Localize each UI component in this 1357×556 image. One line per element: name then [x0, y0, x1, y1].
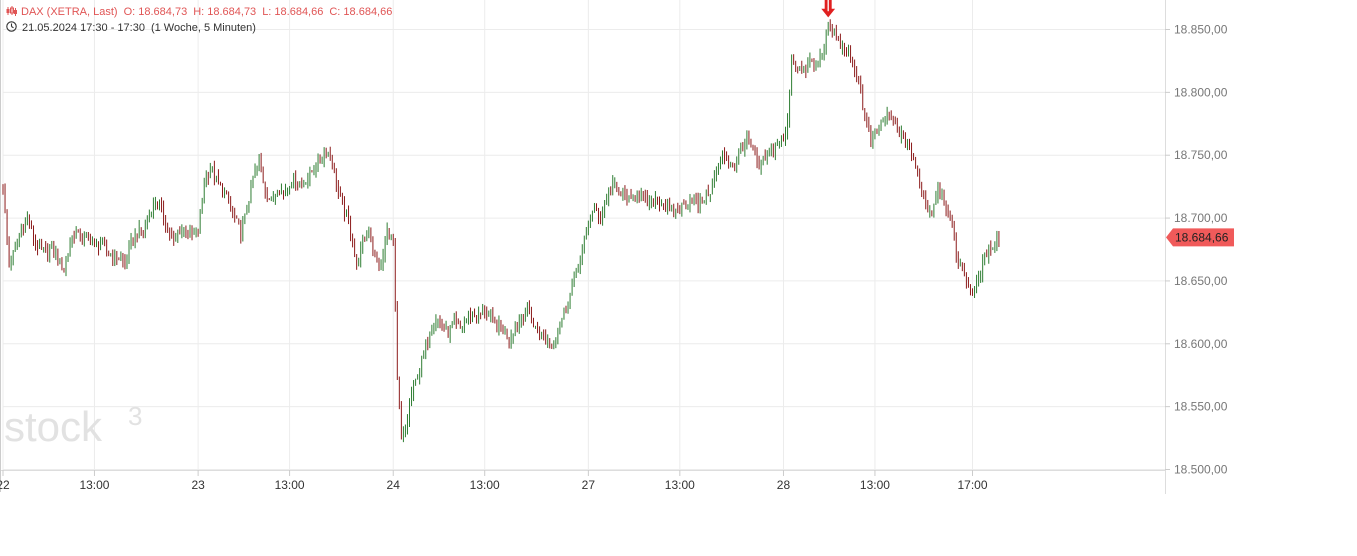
x-tick-label: 13:00 [275, 478, 305, 492]
watermark-text: stock [4, 403, 103, 450]
x-tick-label: 13:00 [860, 478, 890, 492]
y-tick-label: 18.700,00 [1174, 211, 1228, 225]
ohlc-info-line: DAX (XETRA, Last) O: 18.684,73 H: 18.684,7… [6, 5, 398, 19]
y-axis-ticks: 18.850,00 18.800,00 18.750,00 18.700,00 18.6… [1165, 23, 1228, 477]
symbol-label: DAX (XETRA, Last) [21, 6, 118, 18]
range-label: (1 Woche, 5 Minuten) [150, 22, 256, 34]
y-tick-label: 18.750,00 [1174, 148, 1228, 162]
y-tick-label: 18.550,00 [1174, 400, 1228, 414]
high-marker-icon[interactable] [819, 0, 838, 20]
x-tick-label: 13:00 [665, 478, 695, 492]
timestamp-label: 21.05.2024 17:30 - 17:30 [22, 22, 145, 34]
x-tick-label: 24 [387, 478, 401, 492]
x-tick-label: 28 [777, 478, 791, 492]
y-tick-label: 18.600,00 [1174, 337, 1228, 351]
stock3-watermark: stock 3 [4, 401, 142, 450]
y-tick-label: 18.850,00 [1174, 23, 1228, 37]
x-axis-ticks: 22 13:00 23 13:00 24 13:00 27 13:00 28 13:00 17:00 [0, 470, 988, 492]
x-tick-label: 17:00 [957, 478, 987, 492]
x-tick-label: 22 [0, 478, 10, 492]
close-value: C: 18.684,66 [329, 6, 393, 18]
watermark-superscript: 3 [128, 401, 142, 431]
x-tick-label: 13:00 [470, 478, 500, 492]
candlestick-icon [6, 6, 17, 16]
candlestick-series [2, 19, 1000, 443]
x-tick-label: 23 [191, 478, 205, 492]
open-value: O: 18.684,73 [123, 6, 188, 18]
low-value: L: 18.684,66 [262, 6, 324, 18]
y-tick-label: 18.500,00 [1174, 463, 1228, 477]
y-tick-label: 18.650,00 [1174, 274, 1228, 288]
axis-lines [0, 0, 1166, 494]
last-price-label: 18.684,66 [1175, 230, 1229, 244]
y-tick-label: 18.800,00 [1174, 85, 1228, 99]
price-tag-shape [1166, 228, 1234, 247]
x-tick-label: 27 [582, 478, 596, 492]
x-tick-label: 13:00 [79, 478, 109, 492]
time-info-line: 21.05.2024 17:30 - 17:30 (1 Woche, 5 Minu… [6, 21, 262, 35]
clock-icon [6, 21, 17, 32]
high-value: H: 18.684,73 [193, 6, 257, 18]
last-price-tag: 18.684,66 [1166, 228, 1234, 247]
